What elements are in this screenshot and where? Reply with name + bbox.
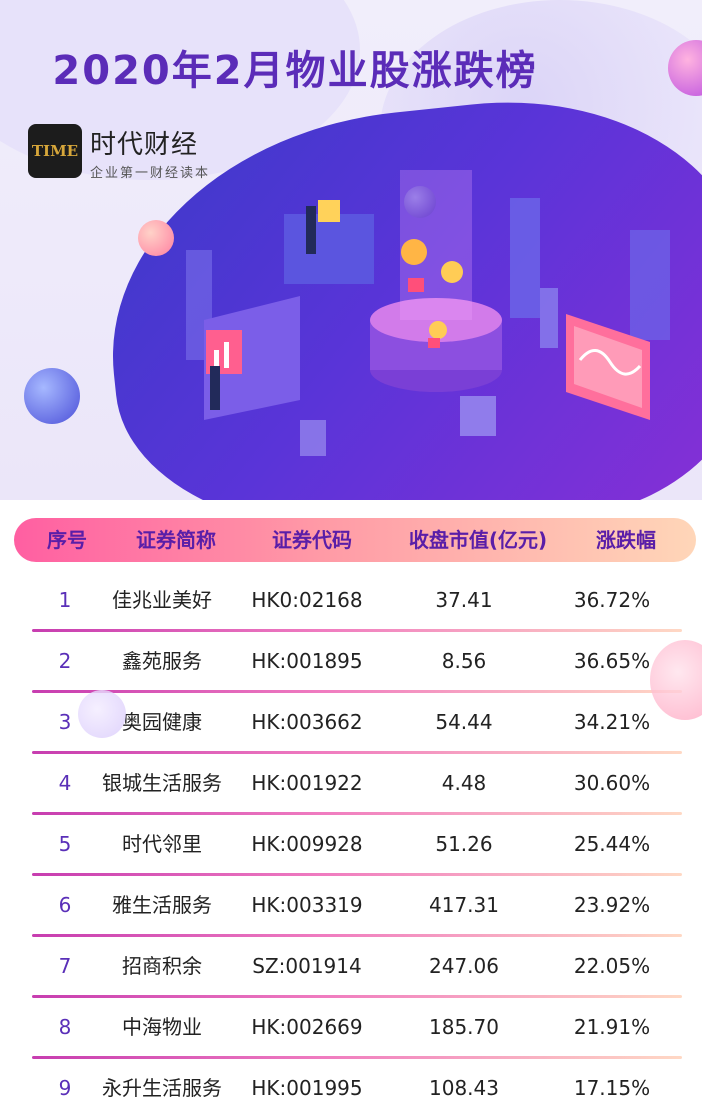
column-header-change: 涨跌幅 [596, 528, 656, 552]
row-divider [32, 934, 682, 937]
row-change: 23.92% [573, 893, 651, 917]
row-code: HK:001995 [251, 1076, 363, 1100]
page-title: 2020年2月物业股涨跌榜 [52, 48, 538, 94]
row-market-cap: 54.44 [435, 710, 493, 734]
row-market-cap: 417.31 [429, 893, 499, 917]
row-index: 7 [58, 954, 72, 978]
row-index: 1 [58, 588, 72, 612]
row-code: HK:002669 [251, 1015, 363, 1039]
table-row: 5 时代邻里 HK:009928 51.26 25.44% [0, 814, 702, 876]
row-market-cap: 108.43 [429, 1076, 499, 1100]
row-market-cap: 37.41 [435, 588, 493, 612]
table-row: 9 永升生活服务 HK:001995 108.43 17.15% [0, 1058, 702, 1119]
row-divider [32, 690, 682, 693]
row-name: 银城生活服务 [102, 771, 222, 795]
row-change: 25.44% [573, 832, 651, 856]
row-code: HK:001922 [251, 771, 363, 795]
row-index: 3 [58, 710, 72, 734]
row-market-cap: 247.06 [429, 954, 499, 978]
brand-slogan: 企业第一财经读本 [90, 166, 211, 181]
brand-name: 时代财经 [90, 130, 199, 160]
row-name: 中海物业 [122, 1015, 202, 1039]
row-index: 9 [58, 1076, 72, 1100]
row-index: 4 [58, 771, 72, 795]
row-divider [32, 995, 682, 998]
hero-banner: 2020年2月物业股涨跌榜 TIME 时代财经 企业第一财经读本 [0, 0, 702, 500]
table-row: 7 招商积余 SZ:001914 247.06 22.05% [0, 936, 702, 998]
row-change: 30.60% [573, 771, 651, 795]
table-row: 8 中海物业 HK:002669 185.70 21.91% [0, 997, 702, 1059]
row-market-cap: 8.56 [441, 649, 487, 673]
row-change: 34.21% [573, 710, 651, 734]
row-index: 5 [58, 832, 72, 856]
row-name: 鑫苑服务 [122, 649, 202, 673]
row-code: SZ:001914 [252, 954, 362, 978]
row-divider [32, 812, 682, 815]
table-row: 1 佳兆业美好 HK0:02168 37.41 36.72% [0, 570, 702, 632]
row-divider [32, 629, 682, 632]
row-index: 2 [58, 649, 72, 673]
table-header: 序号 证券简称 证券代码 收盘市值(亿元) 涨跌幅 [14, 518, 696, 562]
table-row: 4 银城生活服务 HK:001922 4.48 30.60% [0, 753, 702, 815]
decorative-ball [24, 368, 80, 424]
row-code: HK:003319 [251, 893, 363, 917]
row-code: HK:001895 [251, 649, 363, 673]
row-index: 8 [58, 1015, 72, 1039]
column-header-code: 证券代码 [272, 528, 352, 552]
time-logo: TIME [28, 124, 82, 178]
row-market-cap: 185.70 [429, 1015, 499, 1039]
row-code: HK:009928 [251, 832, 363, 856]
column-header-market-cap: 收盘市值(亿元) [408, 528, 548, 552]
row-name: 时代邻里 [122, 832, 202, 856]
row-market-cap: 4.48 [441, 771, 487, 795]
table-row: 2 鑫苑服务 HK:001895 8.56 36.65% [0, 631, 702, 693]
table-row: 3 奥园健康 HK:003662 54.44 34.21% [0, 692, 702, 754]
decorative-ball [78, 690, 126, 738]
decorative-ball [650, 640, 702, 720]
row-code: HK0:02168 [251, 588, 363, 612]
row-divider [32, 873, 682, 876]
row-change: 36.65% [573, 649, 651, 673]
row-name: 奥园健康 [122, 710, 202, 734]
row-change: 21.91% [573, 1015, 651, 1039]
table-row: 6 雅生活服务 HK:003319 417.31 23.92% [0, 875, 702, 937]
column-header-name: 证券简称 [136, 528, 216, 552]
row-divider [32, 1056, 682, 1059]
decorative-ball [404, 186, 436, 218]
row-index: 6 [58, 893, 72, 917]
row-code: HK:003662 [251, 710, 363, 734]
row-name: 招商积余 [122, 954, 202, 978]
row-change: 36.72% [573, 588, 651, 612]
row-change: 17.15% [573, 1076, 651, 1100]
column-header-index: 序号 [47, 528, 87, 552]
row-divider [32, 751, 682, 754]
row-name: 佳兆业美好 [112, 588, 212, 612]
row-change: 22.05% [573, 954, 651, 978]
decorative-ball [138, 220, 174, 256]
row-name: 雅生活服务 [112, 893, 212, 917]
row-market-cap: 51.26 [435, 832, 493, 856]
row-name: 永升生活服务 [102, 1076, 222, 1100]
